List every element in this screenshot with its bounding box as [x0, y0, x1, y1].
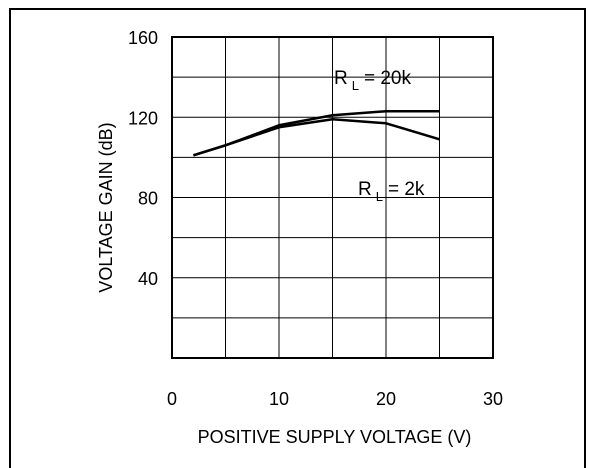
x-tick-label: 10: [269, 389, 289, 409]
x-tick-label: 30: [483, 389, 503, 409]
y-tick-label: 160: [128, 28, 158, 48]
tick-labels: 0 10 20 30 40 80 120 160: [128, 28, 503, 409]
annotation-value: = 2k: [388, 179, 425, 200]
annotation-subscript: L: [352, 78, 359, 93]
y-axis-label: VOLTAGE GAIN (dB): [96, 122, 116, 292]
series-line-rl-20k: [193, 109, 440, 157]
grid-lines: [172, 37, 493, 358]
annotation-rl-2k: R L = 2k: [358, 179, 425, 204]
y-tick-label: 40: [138, 269, 158, 289]
series-line-rl-2k: [193, 118, 440, 157]
x-tick-label: 20: [376, 389, 396, 409]
plot-area-border: [171, 36, 494, 359]
annotation-symbol: R: [334, 68, 348, 89]
series-lines: [193, 109, 440, 157]
y-tick-label: 80: [138, 189, 158, 209]
annotation-symbol: R: [358, 179, 372, 200]
annotation-value: = 20k: [364, 68, 412, 89]
annotation-rl-20k: R L = 20k: [334, 68, 411, 93]
x-axis-label: POSITIVE SUPPLY VOLTAGE (V): [198, 427, 472, 447]
y-tick-label: 120: [128, 108, 158, 128]
x-tick-label: 0: [167, 389, 177, 409]
annotation-subscript: L: [376, 189, 383, 204]
